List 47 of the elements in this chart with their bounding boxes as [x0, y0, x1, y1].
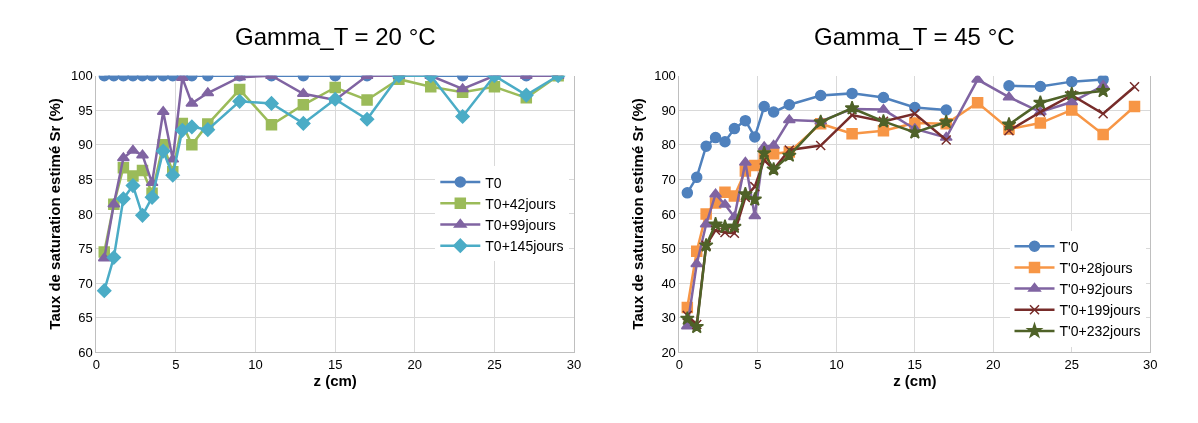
x-tick-label: 20 [986, 356, 1001, 372]
legend-label: T0+99jours [485, 216, 556, 233]
legend-label: T'0+199jours [1059, 302, 1141, 319]
y-tick-label: 50 [661, 241, 676, 257]
y-tick-label: 30 [661, 310, 676, 326]
y-tick-label: 70 [78, 275, 93, 291]
y-tick-label: 80 [78, 206, 93, 222]
x-tick-label: 25 [1064, 356, 1079, 372]
legend-label: T0+42jours [485, 195, 556, 212]
y-tick-label: 40 [661, 275, 676, 291]
y-tick-label: 100 [71, 68, 93, 84]
x-tick-label: 5 [172, 356, 180, 372]
chart-title: Gamma_T = 20 °C [235, 23, 436, 50]
y-tick-label: 65 [78, 310, 93, 326]
x-tick-label: 20 [407, 356, 423, 372]
x-tick-label: 15 [327, 356, 343, 372]
y-tick-label: 75 [78, 241, 93, 257]
x-tick-label: 15 [907, 356, 923, 372]
y-tick-label: 70 [661, 171, 676, 187]
x-axis-title: z (cm) [893, 371, 937, 389]
y-tick-label: 20 [661, 344, 676, 360]
x-tick-label: 10 [248, 356, 263, 372]
x-tick-label: 30 [566, 356, 582, 372]
x-axis-title: z (cm) [313, 371, 357, 389]
legend-label: T0 [485, 174, 502, 191]
legend-label: T'0+28jours [1059, 259, 1133, 276]
x-tick-label: 0 [675, 356, 684, 372]
y-tick-label: 60 [661, 206, 676, 222]
legend-label: T'0+92jours [1059, 281, 1133, 298]
y-tick-label: 90 [78, 137, 93, 153]
x-tick-label: 10 [829, 356, 844, 372]
y-axis-title: Taux de saturation estimé Sr (%) [629, 98, 647, 330]
x-tick-label: 5 [754, 356, 762, 372]
chart-title: Gamma_T = 45 °C [814, 23, 1015, 50]
y-tick-label: 60 [78, 344, 93, 360]
y-tick-label: 100 [654, 68, 676, 84]
x-tick-label: 0 [92, 356, 100, 372]
y-tick-label: 95 [78, 102, 93, 118]
y-tick-label: 85 [78, 171, 93, 187]
x-tick-label: 30 [1142, 356, 1158, 372]
y-tick-label: 80 [661, 137, 676, 153]
x-tick-label: 25 [487, 356, 502, 372]
legend-label: T'0+232jours [1059, 323, 1141, 340]
y-tick-label: 90 [661, 102, 676, 118]
legend-label: T'0 [1059, 238, 1079, 255]
y-axis-title: Taux de saturation estimé Sr (%) [46, 98, 64, 330]
legend-label: T0+145jours [485, 238, 564, 255]
